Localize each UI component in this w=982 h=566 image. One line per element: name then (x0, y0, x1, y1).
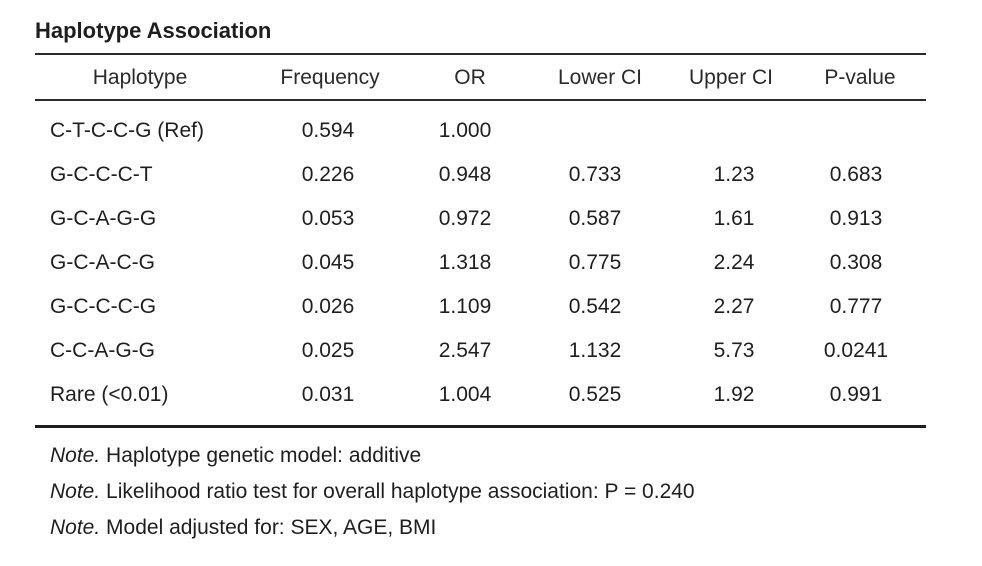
cell-lower-ci: 0.733 (568, 163, 622, 186)
cell-lower-ci: 0.587 (568, 207, 622, 230)
cell-upper-ci: 1.61 (713, 207, 755, 230)
header-p-value: P-value (824, 66, 896, 89)
cell-or: 2.547 (438, 339, 492, 362)
cell-p-value: 0.0241 (823, 339, 889, 362)
cell-haplotype: C-C-A-G-G (50, 339, 155, 362)
note-text: Haplotype genetic model: additive (100, 444, 422, 467)
cell-or: 1.318 (438, 251, 492, 274)
cell-lower-ci: 0.542 (568, 295, 622, 318)
cell-upper-ci: 2.27 (713, 295, 755, 318)
cell-frequency: 0.025 (301, 339, 355, 362)
cell-frequency: 0.226 (301, 163, 355, 186)
cell-haplotype: G-C-C-C-G (50, 295, 157, 318)
note-label: Note. (50, 480, 101, 503)
header-or: OR (454, 66, 486, 89)
cell-upper-ci: 5.73 (713, 339, 755, 362)
cell-p-value: 0.991 (829, 383, 883, 406)
cell-frequency: 0.045 (301, 251, 355, 274)
cell-lower-ci: 0.775 (568, 251, 622, 274)
header-lower-ci: Lower CI (557, 66, 643, 89)
bottom-rule (35, 425, 926, 428)
cell-upper-ci: 1.92 (713, 383, 755, 406)
cell-upper-ci: 2.24 (713, 251, 755, 274)
note-likelihood-ratio: Note. Likelihood ratio test for overall … (50, 480, 695, 504)
note-text: Likelihood ratio test for overall haplot… (100, 480, 695, 503)
cell-or: 1.004 (438, 383, 492, 406)
cell-haplotype: G-C-C-C-T (50, 163, 153, 186)
cell-frequency: 0.594 (301, 119, 355, 142)
cell-frequency: 0.026 (301, 295, 355, 318)
cell-p-value: 0.777 (829, 295, 883, 318)
cell-or: 1.109 (438, 295, 492, 318)
cell-upper-ci: 1.23 (713, 163, 755, 186)
cell-haplotype: Rare (<0.01) (50, 383, 169, 406)
cell-p-value: 0.913 (829, 207, 883, 230)
top-rule (35, 53, 926, 55)
note-model-adjusted: Note. Model adjusted for: SEX, AGE, BMI (50, 516, 436, 540)
note-text: Model adjusted for: SEX, AGE, BMI (100, 516, 437, 539)
note-label: Note. (50, 516, 101, 539)
header-rule (35, 99, 926, 101)
cell-frequency: 0.031 (301, 383, 355, 406)
cell-lower-ci: 0.525 (568, 383, 622, 406)
cell-haplotype: G-C-A-G-G (50, 207, 157, 230)
note-genetic-model: Note. Haplotype genetic model: additive (50, 444, 421, 468)
header-haplotype: Haplotype (92, 66, 188, 89)
header-upper-ci: Upper CI (688, 66, 774, 89)
cell-or: 0.948 (438, 163, 492, 186)
table-title: Haplotype Association (35, 18, 272, 43)
cell-lower-ci: 1.132 (568, 339, 622, 362)
cell-or: 0.972 (438, 207, 492, 230)
cell-or: 1.000 (438, 119, 492, 142)
cell-p-value: 0.683 (829, 163, 883, 186)
cell-haplotype: C-T-C-C-G (Ref) (50, 119, 204, 142)
cell-p-value: 0.308 (829, 251, 883, 274)
note-label: Note. (50, 444, 101, 467)
cell-frequency: 0.053 (301, 207, 355, 230)
cell-haplotype: G-C-A-C-G (50, 251, 155, 274)
header-frequency: Frequency (280, 66, 380, 89)
